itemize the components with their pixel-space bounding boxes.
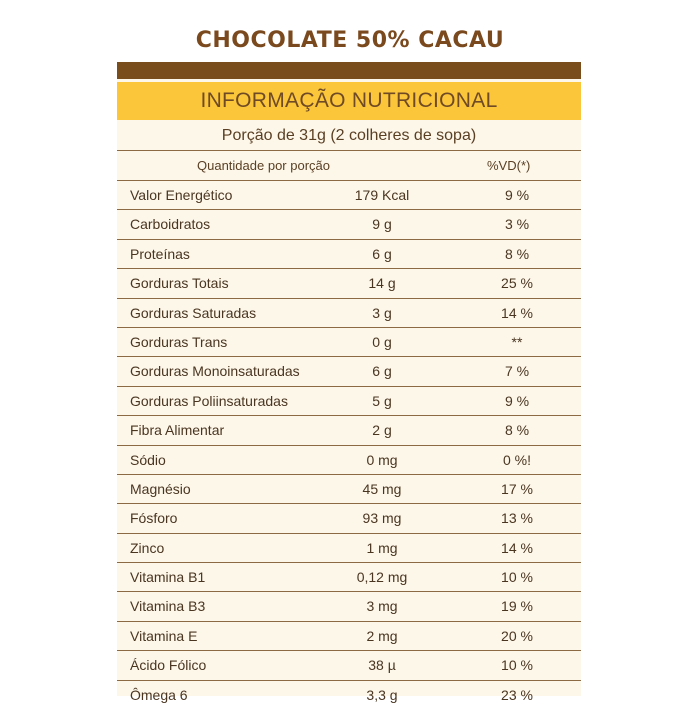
nutrient-daily-value: 25 % xyxy=(501,275,533,292)
table-row: Gorduras Totais 14 g 25 % xyxy=(117,269,581,299)
nutrient-name: Carboidratos xyxy=(130,216,211,233)
nutrient-name: Vitamina B3 xyxy=(130,598,206,615)
table-row: Vitamina B1 0,12 mg 10 % xyxy=(117,563,581,593)
nutrient-name: Valor Energético xyxy=(130,187,233,203)
portion-size: Porção de 31g (2 colheres de sopa) xyxy=(117,122,581,151)
nutrient-name: Gorduras Monoinsaturadas xyxy=(130,363,300,380)
nutrient-quantity: 0,12 mg xyxy=(356,569,408,586)
nutrient-quantity: 6 g xyxy=(372,363,392,380)
nutrient-quantity: 3 g xyxy=(372,304,392,321)
nutrient-quantity: 38 µ xyxy=(368,657,396,674)
table-row: Gorduras Trans 0 g ** xyxy=(117,328,581,358)
nutrient-name: Vitamina E xyxy=(130,627,198,644)
nutrient-name: Gorduras Poliinsaturadas xyxy=(130,392,288,409)
nutrient-name: Zinco xyxy=(130,539,165,556)
nutrient-daily-value: 20 % xyxy=(501,627,533,644)
nutrient-name: Gorduras Saturadas xyxy=(130,304,257,321)
nutrient-name: Vitamina B1 xyxy=(130,569,206,586)
nutrient-quantity: 179 Kcal xyxy=(354,187,410,203)
nutrient-daily-value: 19 % xyxy=(501,598,533,615)
nutrient-quantity: 93 mg xyxy=(362,510,402,527)
nutrient-daily-value: 23 % xyxy=(501,686,533,703)
nutrient-daily-value: 10 % xyxy=(501,657,533,674)
nutrient-quantity: 45 mg xyxy=(362,480,402,497)
header-quantity: Quantidade por porção xyxy=(197,158,330,173)
brown-accent-bar xyxy=(117,62,581,79)
nutrient-quantity: 2 g xyxy=(372,422,392,439)
nutrient-daily-value: 9 % xyxy=(504,187,530,203)
nutrient-daily-value: ** xyxy=(511,333,523,350)
nutrient-quantity: 3,3 g xyxy=(366,686,398,703)
table-row: Gorduras Saturadas 3 g 14 % xyxy=(117,299,581,328)
nutrient-daily-value: 10 % xyxy=(501,569,533,586)
table-row: Sódio 0 mg 0 %! xyxy=(117,446,581,475)
nutrient-name: Fósforo xyxy=(130,510,178,527)
nutrient-name: Magnésio xyxy=(130,480,191,497)
nutrient-name: Sódio xyxy=(130,451,166,468)
nutrient-name: Gorduras Totais xyxy=(130,275,229,292)
table-row: Ácido Fólico 38 µ 10 % xyxy=(117,651,581,681)
nutrition-banner: INFORMAÇÃO NUTRICIONAL xyxy=(117,82,581,120)
nutrient-name: Fibra Alimentar xyxy=(130,422,225,439)
table-row: Valor Energético 179 Kcal 9 % xyxy=(117,181,581,211)
nutrient-daily-value: 8 % xyxy=(504,245,530,262)
nutrient-name: Ácido Fólico xyxy=(130,657,207,674)
table-row: Zinco 1 mg 14 % xyxy=(117,534,581,564)
nutrient-name: Gorduras Trans xyxy=(130,333,228,350)
nutrient-daily-value: 13 % xyxy=(501,510,533,527)
nutrient-quantity: 2 mg xyxy=(366,627,398,644)
nutrient-name: Proteínas xyxy=(130,245,190,262)
nutrient-daily-value: 0 %! xyxy=(502,451,531,468)
table-row: Ômega 6 3,3 g 23 % xyxy=(117,681,581,713)
nutrient-quantity: 6 g xyxy=(372,245,392,262)
nutrient-quantity: 0 g xyxy=(372,333,392,350)
nutrient-quantity: 3 mg xyxy=(366,598,398,615)
table-row: Magnésio 45 mg 17 % xyxy=(117,475,581,505)
nutrient-daily-value: 7 % xyxy=(504,363,530,380)
nutrient-daily-value: 17 % xyxy=(501,480,533,497)
table-row: Fósforo 93 mg 13 % xyxy=(117,504,581,534)
nutrient-daily-value: 9 % xyxy=(504,392,530,409)
table-row: Carboidratos 9 g 3 % xyxy=(117,210,581,240)
table-row: Proteínas 6 g 8 % xyxy=(117,240,581,270)
nutrient-quantity: 0 mg xyxy=(366,451,398,468)
table-row: Vitamina E 2 mg 20 % xyxy=(117,622,581,652)
table-row: Vitamina B3 3 mg 19 % xyxy=(117,592,581,622)
nutrient-daily-value: 3 % xyxy=(504,216,530,233)
nutrient-daily-value: 14 % xyxy=(501,539,533,556)
nutrition-panel: INFORMAÇÃO NUTRICIONAL Porção de 31g (2 … xyxy=(117,62,581,703)
header-daily-value: %VD(*) xyxy=(487,158,531,173)
table-row: Gorduras Poliinsaturadas 5 g 9 % xyxy=(117,387,581,417)
nutrient-daily-value: 8 % xyxy=(504,422,530,439)
product-title: CHOCOLATE 50% CACAU xyxy=(195,28,505,53)
nutrient-quantity: 9 g xyxy=(372,216,392,233)
nutrient-quantity: 1 mg xyxy=(366,539,398,556)
nutrient-name: Ômega 6 xyxy=(130,686,188,703)
nutrition-table: Valor Energético 179 Kcal 9 % Carboidratos 9… xyxy=(117,181,581,713)
table-row: Gorduras Monoinsaturadas 6 g 7 % xyxy=(117,357,581,387)
table-row: Fibra Alimentar 2 g 8 % xyxy=(117,416,581,446)
nutrient-quantity: 5 g xyxy=(372,392,392,409)
nutrient-quantity: 14 g xyxy=(368,275,396,292)
table-header: Quantidade por porção %VD(*) xyxy=(117,151,581,181)
nutrient-daily-value: 14 % xyxy=(501,304,533,321)
